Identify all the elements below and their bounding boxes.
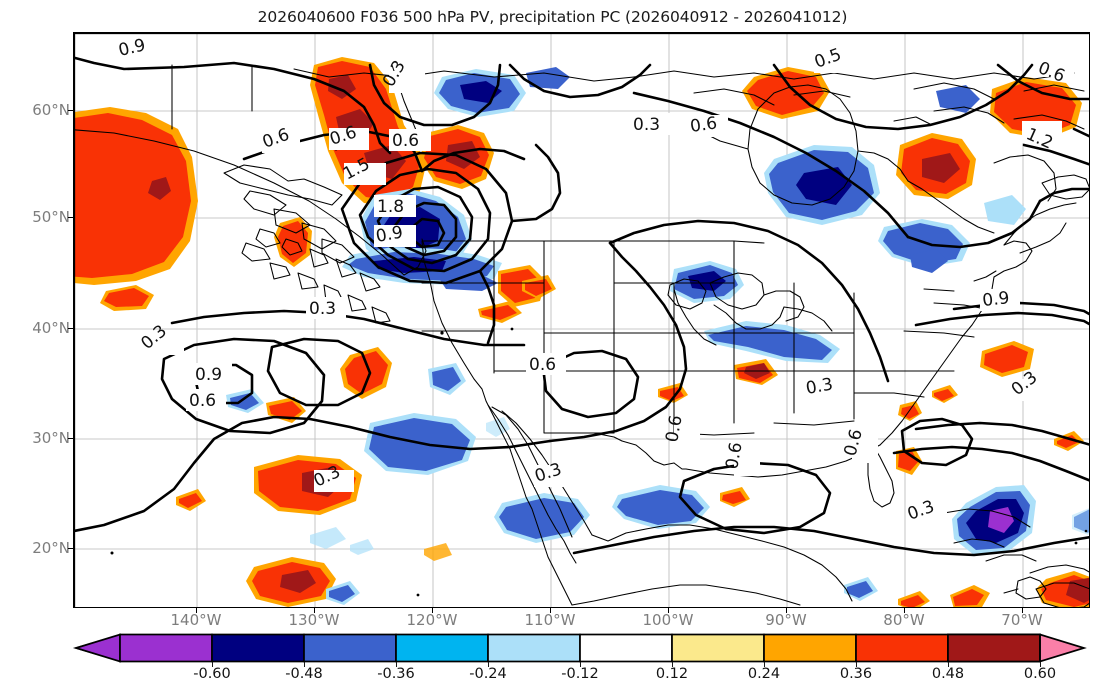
xtick-label-100W: 100°W xyxy=(642,611,694,629)
svg-text:1.8: 1.8 xyxy=(377,197,404,217)
xtick-label-140W: 140°W xyxy=(170,611,222,629)
cbar-band-navy xyxy=(211,633,305,663)
cbar-tick-mark-4 xyxy=(580,662,582,667)
cbar-tick-mark-3 xyxy=(488,662,490,667)
xtick-mark-110W xyxy=(550,608,552,613)
svg-text:0.3: 0.3 xyxy=(804,375,834,399)
cbar-tick-label-9: 0.60 xyxy=(1023,666,1057,682)
svg-text:0.9: 0.9 xyxy=(195,365,222,385)
xtick-mark-90W xyxy=(786,608,788,613)
ytick-mark-20N xyxy=(68,548,73,550)
page-title: 2026040600 F036 500 hPa PV, precipitatio… xyxy=(257,8,848,26)
xtick-label-70W: 70°W xyxy=(1001,611,1043,629)
cbar-tick-label-0: -0.60 xyxy=(193,666,231,682)
cbar-tick-mark-9 xyxy=(1040,662,1042,667)
xtick-mark-140W xyxy=(196,608,198,613)
xtick-mark-100W xyxy=(668,608,670,613)
cbar-tick-label-2: -0.36 xyxy=(377,666,415,682)
ytick-mark-30N xyxy=(68,438,73,440)
svg-text:0.6: 0.6 xyxy=(722,441,746,471)
cbar-tick-mark-1 xyxy=(304,662,306,667)
ytick-label-60N: 60°N xyxy=(32,101,70,119)
ytick-label-50N: 50°N xyxy=(32,208,70,226)
ytick-label-20N: 20°N xyxy=(32,539,70,557)
ytick-label-40N: 40°N xyxy=(32,319,70,337)
xtick-label-80W: 80°W xyxy=(883,611,925,629)
ytick-mark-50N xyxy=(68,217,73,219)
cbar-tick-label-3: -0.24 xyxy=(469,666,507,682)
svg-text:0.6: 0.6 xyxy=(529,355,556,375)
svg-text:0.3: 0.3 xyxy=(633,115,660,135)
svg-text:0.9: 0.9 xyxy=(374,223,404,247)
svg-text:0.3: 0.3 xyxy=(309,299,336,319)
xtick-mark-130W xyxy=(314,608,316,613)
ytick-label-30N: 30°N xyxy=(32,429,70,447)
ytick-mark-60N xyxy=(68,110,73,112)
xtick-mark-80W xyxy=(904,608,906,613)
cbar-band-purple xyxy=(119,633,213,663)
cbar-tick-mark-7 xyxy=(856,662,858,667)
xtick-label-90W: 90°W xyxy=(765,611,807,629)
cbar-tick-mark-8 xyxy=(948,662,950,667)
map-canvas: 0.9 0.3 0.6 0.6 1.5 1.8 0.9 0.3 0.3 0.9 … xyxy=(74,33,1089,607)
svg-text:0.6: 0.6 xyxy=(189,391,216,411)
cbar-tick-mark-5 xyxy=(672,662,674,667)
cbar-tick-label-8: 0.48 xyxy=(931,666,965,682)
svg-text:0.6: 0.6 xyxy=(689,113,719,137)
contour-labels: 0.9 0.3 0.6 0.6 1.5 1.8 0.9 0.3 0.3 0.9 … xyxy=(116,35,1074,525)
cbar-band-red xyxy=(855,633,949,663)
xtick-label-110W: 110°W xyxy=(524,611,576,629)
cbar-tick-label-5: 0.12 xyxy=(655,666,689,682)
map-plot-area[interactable]: 0.9 0.3 0.6 0.6 1.5 1.8 0.9 0.3 0.3 0.9 … xyxy=(73,32,1090,608)
cbar-tick-label-7: 0.36 xyxy=(839,666,873,682)
svg-text:0.6: 0.6 xyxy=(662,414,686,444)
xtick-label-120W: 120°W xyxy=(406,611,458,629)
svg-text:0.6: 0.6 xyxy=(392,131,419,151)
cbar-band-orange xyxy=(763,633,857,663)
xtick-mark-120W xyxy=(432,608,434,613)
cbar-tick-mark-0 xyxy=(212,662,214,667)
cbar-tick-label-1: -0.48 xyxy=(285,666,323,682)
cbar-tick-label-4: -0.12 xyxy=(561,666,599,682)
ytick-mark-40N xyxy=(68,328,73,330)
cbar-band-paleyellow xyxy=(671,633,765,663)
xtick-mark-70W xyxy=(1022,608,1024,613)
cbar-tick-mark-2 xyxy=(396,662,398,667)
map-coastlines xyxy=(74,64,1089,607)
xtick-label-130W: 130°W xyxy=(288,611,340,629)
svg-text:0.9: 0.9 xyxy=(981,288,1010,311)
cbar-tick-label-6: 0.24 xyxy=(747,666,781,682)
cbar-tick-mark-6 xyxy=(764,662,766,667)
